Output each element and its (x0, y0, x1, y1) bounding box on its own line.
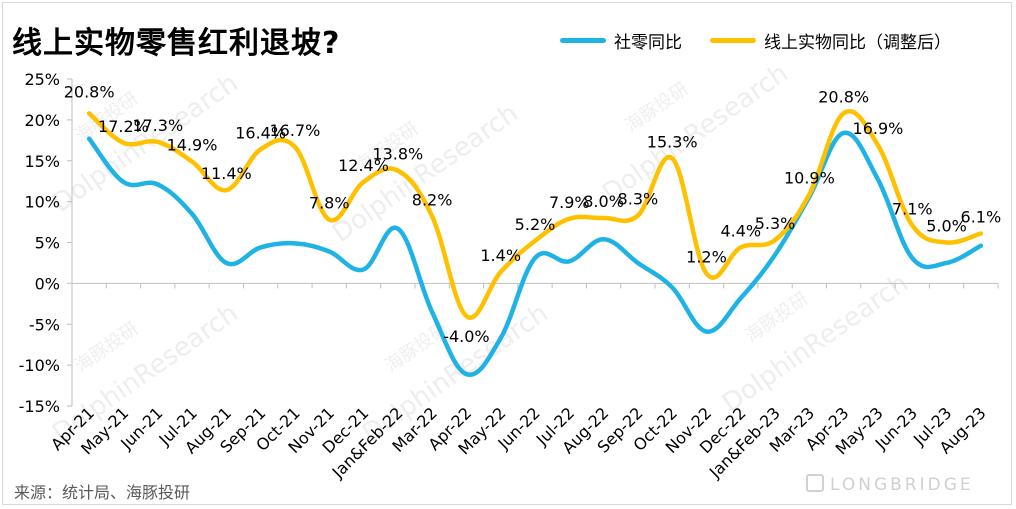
data-label: 4.4% (720, 221, 761, 240)
brand-logo: LONGBRIDGE (806, 474, 974, 495)
y-tick-label: 0% (35, 274, 60, 293)
data-label: 5.3% (755, 214, 796, 233)
legend: 社零同比 线上实物同比（调整后） (560, 28, 979, 53)
data-label: 16.9% (853, 119, 904, 138)
data-label: 7.9% (549, 193, 590, 212)
y-tick-label: 5% (35, 234, 60, 253)
data-label: 6.1% (961, 208, 1002, 227)
legend-item-series2: 线上实物同比（调整后） (710, 28, 951, 53)
data-label: 7.1% (892, 199, 933, 218)
data-label: 5.2% (515, 215, 556, 234)
data-label: 5.0% (926, 217, 967, 236)
series-lines (86, 109, 984, 378)
data-label: 10.9% (784, 168, 835, 187)
y-tick-label: -15% (19, 397, 60, 416)
data-label: 7.8% (309, 194, 350, 213)
y-tick-label: 20% (24, 111, 60, 130)
data-label: 16.7% (270, 121, 321, 140)
legend-label-series2: 线上实物同比（调整后） (764, 33, 951, 53)
series-line-retail-sales (86, 130, 984, 378)
data-label: 8.2% (412, 190, 453, 209)
data-label: 17.3% (132, 116, 183, 135)
data-label: 8.3% (618, 190, 659, 209)
data-label: -4.0% (443, 327, 489, 346)
data-label: 20.8% (818, 87, 869, 106)
source-note: 来源：统计局、海豚投研 (14, 483, 191, 502)
legend-swatch-series2 (710, 38, 756, 43)
data-label: 1.4% (480, 246, 521, 265)
brand-mark-icon (806, 474, 824, 492)
y-tick-label: 25% (24, 70, 60, 89)
data-label: 11.4% (201, 164, 252, 183)
legend-label-series1: 社零同比 (614, 33, 682, 53)
y-tick-label: 15% (24, 152, 60, 171)
data-label: 14.9% (167, 136, 218, 155)
y-tick-label: -10% (19, 356, 60, 375)
legend-swatch-series1 (560, 38, 606, 43)
y-tick-label: -5% (29, 315, 60, 334)
data-label: 13.8% (372, 145, 423, 164)
data-label: 1.2% (686, 248, 727, 267)
data-label: 8.0% (583, 192, 624, 211)
series-line-online-goods (86, 109, 984, 320)
data-label: 12.4% (338, 156, 389, 175)
brand-name: LONGBRIDGE (830, 475, 974, 495)
data-label: 15.3% (647, 132, 698, 151)
data-label: 17.2% (98, 117, 149, 136)
y-tick-label: 10% (24, 193, 60, 212)
data-label: 20.8% (64, 82, 115, 101)
chart-title: 线上实物零售红利退坡? (12, 26, 341, 61)
data-labels: 20.8% 17.2%17.3%14.9% 11.4% 16.4%16.7% 7.8% 1… (64, 82, 1001, 346)
legend-item-series1: 社零同比 (560, 28, 682, 53)
data-label: 16.4% (235, 123, 286, 142)
